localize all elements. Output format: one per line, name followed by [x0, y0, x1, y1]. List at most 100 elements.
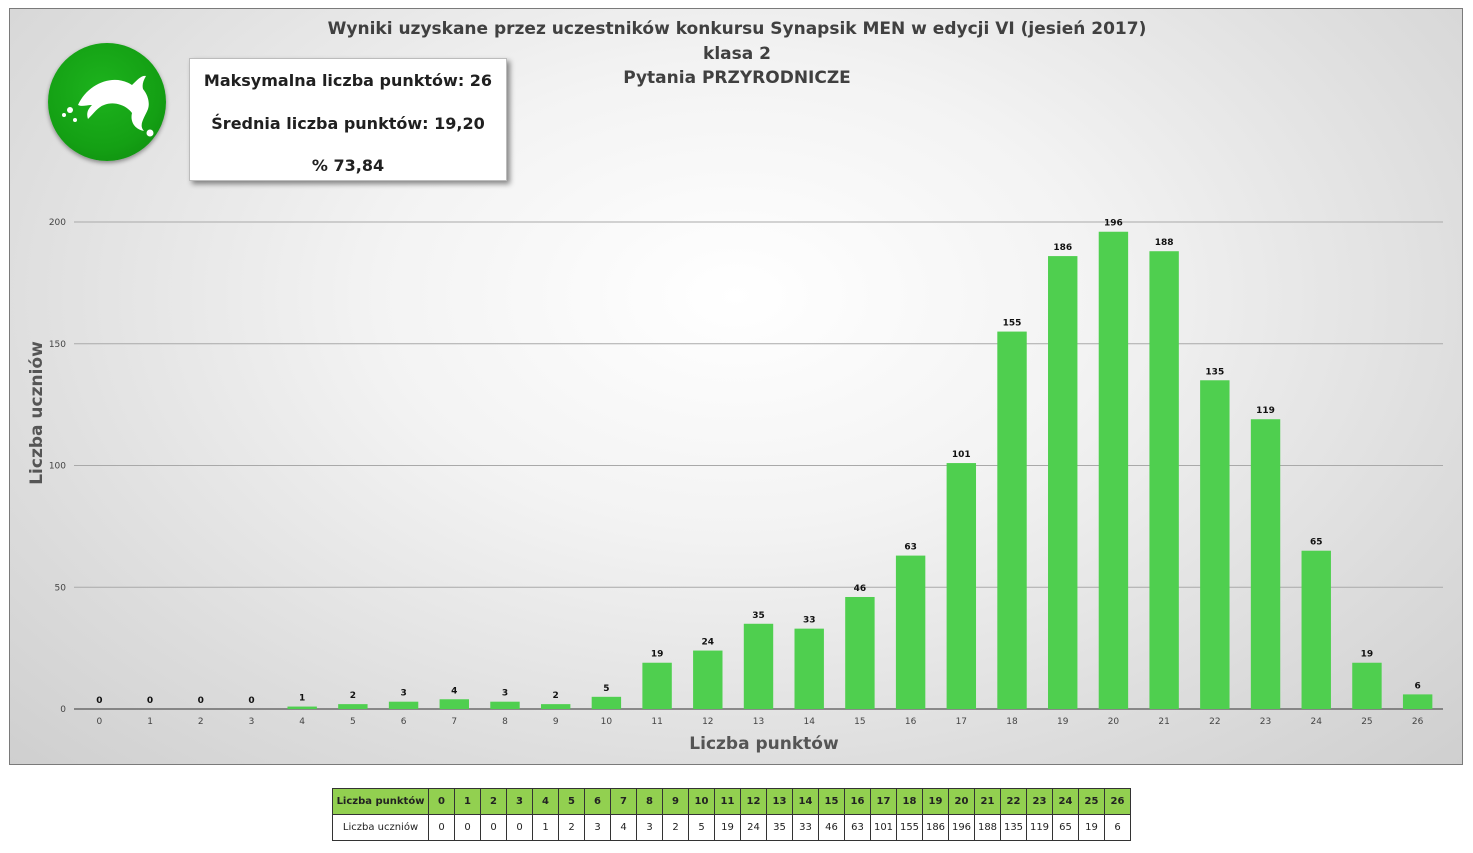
x-tick-label: 2 [198, 717, 204, 727]
table-cell-points: 14 [792, 788, 819, 815]
table-cell-points: 11 [714, 788, 741, 815]
table-cell-students: 0 [506, 814, 533, 841]
table-cell-students: 5 [688, 814, 715, 841]
table-cell-students: 135 [1000, 814, 1027, 841]
data-label: 4 [451, 686, 457, 696]
bar [1301, 550, 1331, 709]
table-cell-students: 35 [766, 814, 793, 841]
data-label: 3 [502, 689, 508, 699]
table-cell-students: 188 [974, 814, 1001, 841]
x-tick-label: 10 [601, 717, 613, 727]
data-label: 0 [147, 696, 153, 706]
table-cell-points: 20 [948, 788, 975, 815]
table-row-header-points: Liczba punktów [332, 788, 429, 815]
data-label: 0 [96, 696, 102, 706]
bar [794, 628, 824, 709]
table-cell-points: 15 [818, 788, 845, 815]
table-row-header-students: Liczba uczniów [332, 814, 429, 841]
bar [642, 662, 672, 709]
table-cell-students: 0 [428, 814, 455, 841]
table-row-points: Liczba punktów 0 1 2 3 4 5 6 7 8 9 10 11 12 13 14 15 16 1… [332, 788, 1131, 815]
x-tick-label: 22 [1209, 717, 1220, 727]
data-label: 65 [1310, 538, 1323, 548]
table-cell-points: 9 [662, 788, 689, 815]
table-cell-points: 21 [974, 788, 1001, 815]
data-label: 196 [1104, 219, 1123, 229]
x-tick-label: 16 [905, 717, 917, 727]
table-cell-points: 10 [688, 788, 715, 815]
max-points-text: Maksymalna liczba punktów: 26 [203, 71, 493, 90]
x-tick-label: 21 [1158, 717, 1169, 727]
bar-layer [287, 231, 1433, 710]
x-tick-label: 1 [147, 717, 153, 727]
table-cell-students: 3 [584, 814, 611, 841]
x-tick-label: 19 [1057, 717, 1069, 727]
x-tick-label: 12 [702, 717, 713, 727]
data-label: 101 [952, 450, 971, 460]
data-label: 186 [1053, 243, 1072, 253]
x-tick-label: 9 [553, 717, 559, 727]
table-cell-points: 7 [610, 788, 637, 815]
y-tick-label: 200 [49, 218, 66, 228]
data-label: 135 [1205, 367, 1224, 377]
bar [845, 596, 875, 709]
data-table: Liczba punktów 0 1 2 3 4 5 6 7 8 9 10 11 12 13 14 15 16 1… [332, 788, 1131, 841]
data-label: 33 [803, 616, 816, 626]
x-tick-label: 18 [1006, 717, 1018, 727]
table-cell-students: 63 [844, 814, 871, 841]
table-cell-students: 1 [532, 814, 559, 841]
y-axis-title: Liczba uczniów [27, 341, 47, 485]
table-cell-students: 0 [480, 814, 507, 841]
data-label: 3 [400, 689, 406, 699]
data-label: 119 [1256, 406, 1275, 416]
bar [388, 701, 419, 709]
table-cell-points: 19 [922, 788, 949, 815]
bar [1352, 662, 1382, 709]
table-cell-students: 2 [558, 814, 585, 841]
x-tick-label: 24 [1311, 717, 1323, 727]
table-cell-points: 12 [740, 788, 767, 815]
table-cell-points: 2 [480, 788, 507, 815]
chart-title-line-3: Pytania PRZYRODNICZE [623, 68, 851, 88]
chart-title-line-2: klasa 2 [703, 44, 771, 64]
bar [1250, 419, 1281, 709]
table-cell-points: 0 [428, 788, 455, 815]
y-tick-label: 100 [49, 462, 66, 472]
x-tick-label: 3 [249, 717, 255, 727]
table-cell-students: 101 [870, 814, 897, 841]
bar [591, 696, 622, 709]
bar [1098, 231, 1129, 710]
x-tick-label: 14 [803, 717, 815, 727]
data-label: 1 [299, 694, 305, 704]
stats-box: Maksymalna liczba punktów: 26 Średnia li… [189, 58, 507, 181]
x-tick-label: 17 [956, 717, 967, 727]
y-tick-label: 50 [55, 583, 67, 593]
x-tick-label: 11 [651, 717, 662, 727]
bar [946, 463, 977, 709]
bar [743, 623, 774, 709]
percent-text: % 73,84 [311, 156, 385, 175]
table-cell-points: 6 [584, 788, 611, 815]
table-cell-points: 17 [870, 788, 897, 815]
data-label: 0 [198, 696, 204, 706]
bar [490, 701, 520, 709]
x-tick-label: 15 [854, 717, 865, 727]
data-label: 155 [1003, 319, 1022, 329]
table-cell-students: 19 [714, 814, 741, 841]
table-cell-points: 18 [896, 788, 923, 815]
table-cell-students: 3 [636, 814, 663, 841]
x-tick-label: 0 [96, 717, 102, 727]
table-cell-students: 6 [1104, 814, 1131, 841]
bar [895, 555, 926, 709]
x-tick-label: 26 [1412, 717, 1424, 727]
data-label: 5 [603, 684, 609, 694]
table-cell-points: 4 [532, 788, 559, 815]
table-cell-points: 1 [454, 788, 481, 815]
x-tick-label: 13 [753, 717, 764, 727]
table-cell-points: 5 [558, 788, 585, 815]
bar [338, 704, 368, 709]
bar [997, 331, 1027, 709]
bar [439, 699, 469, 709]
bar [1200, 380, 1230, 709]
table-cell-points: 24 [1052, 788, 1079, 815]
